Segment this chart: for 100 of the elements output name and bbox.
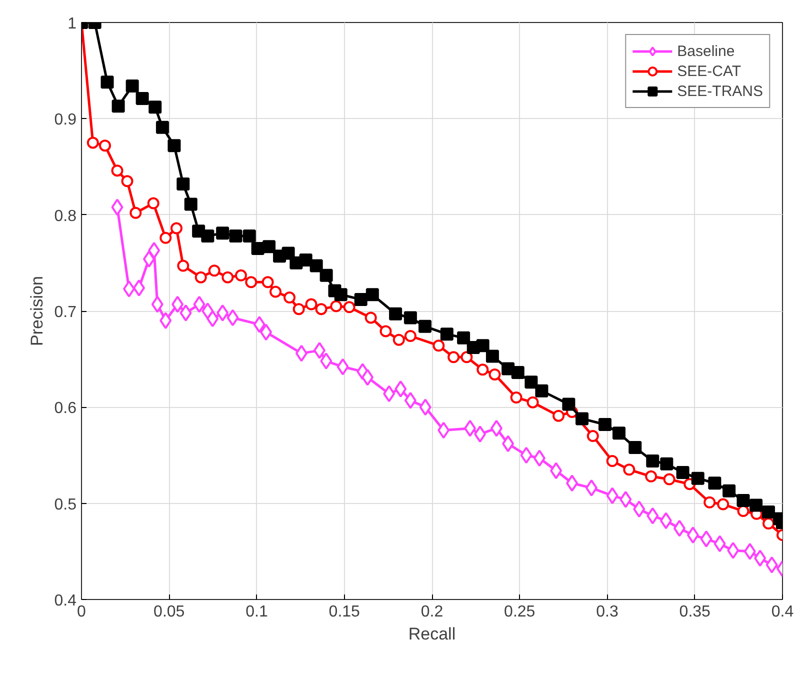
y-tick-label: 0.7 xyxy=(54,304,77,321)
y-tick-label: 0.6 xyxy=(54,400,77,418)
point xyxy=(598,418,612,431)
point xyxy=(130,206,142,219)
point xyxy=(510,392,522,404)
point xyxy=(766,556,778,574)
point xyxy=(623,464,636,476)
point xyxy=(750,498,763,512)
point xyxy=(170,222,182,234)
x-tick-label: 0.1 xyxy=(246,604,268,620)
point xyxy=(111,198,124,216)
point xyxy=(226,309,239,326)
point xyxy=(606,455,618,468)
point xyxy=(708,476,722,490)
point xyxy=(245,276,258,288)
point xyxy=(282,246,295,260)
point xyxy=(184,198,198,211)
point xyxy=(343,301,356,314)
point xyxy=(394,380,407,398)
point xyxy=(533,450,546,467)
point xyxy=(612,426,626,440)
point xyxy=(474,426,486,443)
point xyxy=(111,164,124,177)
point xyxy=(216,304,229,322)
point xyxy=(520,446,532,464)
point xyxy=(100,76,114,89)
point xyxy=(380,325,392,338)
point xyxy=(586,430,599,442)
point xyxy=(180,304,192,322)
point xyxy=(502,435,514,452)
point xyxy=(714,535,726,552)
point xyxy=(762,518,774,530)
x-tick-label: 0.35 xyxy=(679,604,711,620)
point xyxy=(744,542,756,560)
point xyxy=(362,368,374,386)
point xyxy=(334,288,348,302)
point xyxy=(366,288,379,302)
point xyxy=(460,351,473,364)
x-tick-label: 0.25 xyxy=(504,604,536,620)
point xyxy=(253,316,266,333)
point xyxy=(193,296,206,313)
point xyxy=(526,396,539,408)
point xyxy=(160,312,172,330)
point xyxy=(660,512,672,530)
x-tick-label: 0.3 xyxy=(596,604,618,620)
point xyxy=(315,303,328,316)
point xyxy=(389,307,402,320)
point xyxy=(476,364,489,376)
point xyxy=(151,296,164,313)
point xyxy=(762,505,775,518)
x-tick-label: 0.05 xyxy=(154,604,185,620)
point xyxy=(404,311,417,324)
point xyxy=(260,324,272,341)
point xyxy=(330,300,342,312)
x-tick-label: 0.4 xyxy=(771,604,794,620)
x-tick-label: 0.15 xyxy=(328,604,360,620)
point xyxy=(686,526,699,544)
point xyxy=(432,340,445,352)
point xyxy=(552,410,565,422)
y-axis-title: Precision xyxy=(27,276,46,346)
point xyxy=(320,268,333,282)
point xyxy=(112,100,125,113)
y-tick-label: 0.8 xyxy=(54,208,77,225)
point xyxy=(262,276,274,288)
point xyxy=(242,229,256,242)
point xyxy=(646,454,660,468)
point xyxy=(722,484,736,498)
point xyxy=(476,339,490,352)
point xyxy=(262,240,276,254)
point xyxy=(663,473,676,486)
point xyxy=(550,462,562,480)
point xyxy=(486,350,499,363)
point xyxy=(299,254,312,267)
point xyxy=(620,490,632,508)
point xyxy=(295,344,308,362)
point xyxy=(700,530,712,548)
point xyxy=(438,422,450,439)
point xyxy=(628,441,642,454)
point xyxy=(284,292,296,304)
x-tick-label: 0 xyxy=(77,604,86,620)
point xyxy=(136,92,149,105)
point xyxy=(234,269,247,282)
point xyxy=(206,310,219,328)
point xyxy=(457,331,470,344)
point xyxy=(86,136,99,149)
y-tick-label: 0.9 xyxy=(54,112,77,129)
point xyxy=(194,271,207,284)
point xyxy=(156,120,169,134)
point xyxy=(562,398,576,411)
point xyxy=(464,420,476,437)
point xyxy=(633,500,646,518)
point xyxy=(717,498,730,510)
point xyxy=(98,140,111,152)
point xyxy=(419,398,432,416)
point xyxy=(440,328,454,341)
point xyxy=(404,330,416,342)
point xyxy=(229,229,242,242)
point xyxy=(488,368,501,380)
point xyxy=(383,385,396,402)
point xyxy=(418,320,432,333)
